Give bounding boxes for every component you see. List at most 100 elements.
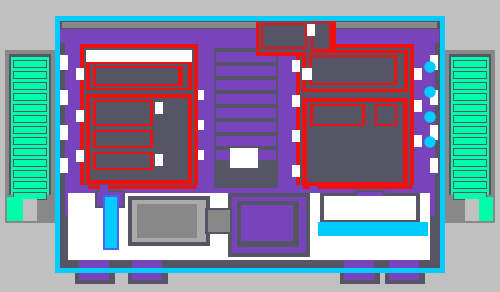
Bar — [414, 100, 422, 112]
Bar — [76, 150, 84, 162]
Bar — [237, 201, 299, 247]
Bar — [86, 50, 192, 62]
Bar — [340, 256, 380, 284]
Bar — [377, 106, 395, 124]
Bar — [13, 192, 47, 200]
Bar — [307, 24, 315, 36]
Bar — [13, 115, 47, 123]
Bar — [14, 193, 46, 199]
Bar — [453, 93, 487, 101]
Bar — [313, 106, 362, 124]
Bar — [453, 181, 487, 189]
Bar — [80, 185, 88, 193]
Bar — [302, 98, 408, 186]
Bar — [13, 104, 47, 112]
Bar — [14, 138, 46, 144]
Bar — [128, 196, 210, 246]
Bar — [312, 57, 394, 83]
Bar — [385, 256, 425, 284]
Bar — [453, 71, 487, 79]
Bar — [5, 195, 55, 223]
Bar — [210, 44, 282, 192]
Bar — [68, 32, 78, 187]
Bar — [318, 222, 428, 236]
Bar — [454, 105, 486, 111]
Bar — [300, 48, 410, 185]
Bar — [310, 185, 318, 193]
Bar — [9, 54, 51, 211]
Bar — [13, 170, 47, 178]
Bar — [216, 94, 276, 104]
Bar — [103, 195, 119, 250]
Bar — [57, 18, 442, 270]
Bar — [205, 208, 233, 234]
Bar — [454, 94, 486, 100]
Bar — [128, 256, 168, 284]
Bar — [216, 122, 276, 132]
Bar — [13, 82, 47, 90]
Bar — [76, 68, 84, 80]
Bar — [412, 185, 420, 193]
Bar — [132, 200, 206, 242]
Bar — [60, 125, 68, 140]
Bar — [14, 149, 46, 155]
Bar — [14, 127, 46, 133]
Bar — [14, 160, 46, 166]
Bar — [216, 108, 276, 118]
Bar — [96, 154, 150, 168]
Circle shape — [425, 112, 435, 122]
Bar — [292, 130, 300, 142]
Bar — [60, 158, 68, 173]
Bar — [132, 260, 162, 280]
Bar — [57, 18, 442, 270]
Bar — [307, 102, 403, 182]
Bar — [79, 260, 109, 280]
Bar — [198, 150, 204, 160]
Bar — [292, 95, 300, 107]
Bar — [14, 83, 46, 89]
Bar — [232, 197, 306, 253]
Bar — [93, 100, 153, 126]
Bar — [14, 171, 46, 177]
Bar — [80, 44, 198, 189]
Bar — [96, 68, 178, 84]
Bar — [93, 130, 153, 148]
Bar — [60, 21, 439, 43]
Circle shape — [425, 87, 435, 97]
Bar — [14, 182, 46, 188]
Bar — [214, 48, 278, 188]
Bar — [14, 94, 46, 100]
Bar — [430, 90, 438, 105]
Bar — [216, 150, 276, 160]
Bar — [86, 94, 192, 184]
Bar — [93, 152, 153, 170]
Bar — [13, 159, 47, 167]
Bar — [216, 52, 276, 62]
Bar — [60, 43, 439, 218]
Bar — [60, 55, 68, 70]
Bar — [449, 54, 491, 211]
Bar — [137, 204, 197, 238]
Bar — [198, 90, 204, 100]
Bar — [430, 158, 438, 173]
Bar — [65, 26, 435, 216]
Bar — [60, 21, 439, 29]
Bar — [105, 197, 117, 248]
Bar — [256, 18, 336, 56]
Bar — [93, 66, 183, 86]
Bar — [13, 71, 47, 79]
Bar — [454, 182, 486, 188]
Bar — [68, 32, 428, 187]
Bar — [100, 185, 108, 193]
Bar — [13, 148, 47, 156]
Bar — [357, 192, 383, 206]
Bar — [309, 55, 397, 85]
Bar — [453, 60, 487, 68]
Bar — [479, 197, 493, 221]
Circle shape — [425, 137, 435, 147]
Bar — [261, 23, 307, 49]
Bar — [75, 256, 115, 284]
Bar — [155, 102, 163, 114]
Bar — [421, 32, 431, 187]
Bar — [445, 50, 495, 215]
